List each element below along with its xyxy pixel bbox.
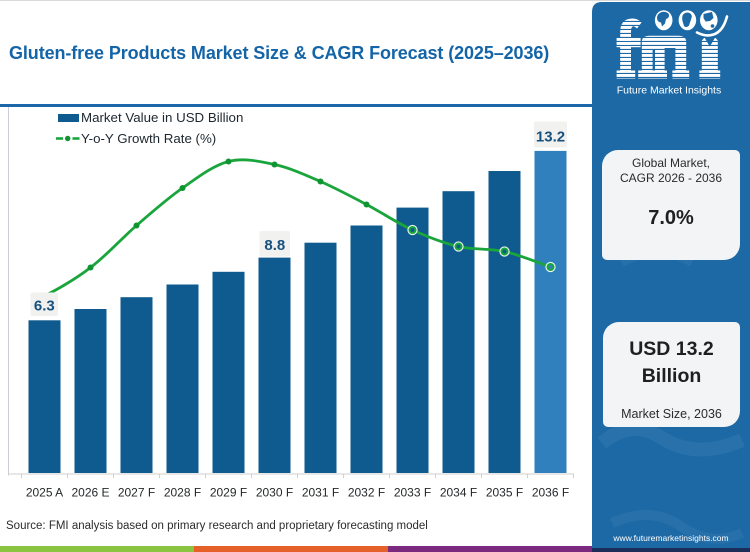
svg-text:2036 F: 2036 F [532, 486, 569, 500]
svg-text:2033 F: 2033 F [394, 486, 431, 500]
svg-text:2026 E: 2026 E [71, 486, 109, 500]
svg-text:2031 F: 2031 F [302, 486, 339, 500]
svg-text:2029 F: 2029 F [210, 486, 247, 500]
svg-text:2032 F: 2032 F [348, 486, 385, 500]
svg-text:Future Market Insights: Future Market Insights [617, 85, 721, 97]
svg-text:2035 F: 2035 F [486, 486, 523, 500]
svg-text:8.8: 8.8 [264, 237, 285, 254]
svg-text:2034 F: 2034 F [440, 486, 477, 500]
svg-text:2025 A: 2025 A [26, 486, 63, 500]
svg-text:13.2: 13.2 [536, 129, 565, 146]
svg-text:2028 F: 2028 F [164, 486, 201, 500]
svg-text:2027 F: 2027 F [118, 486, 155, 500]
svg-text:6.3: 6.3 [34, 298, 55, 315]
svg-text:2030 F: 2030 F [256, 486, 293, 500]
